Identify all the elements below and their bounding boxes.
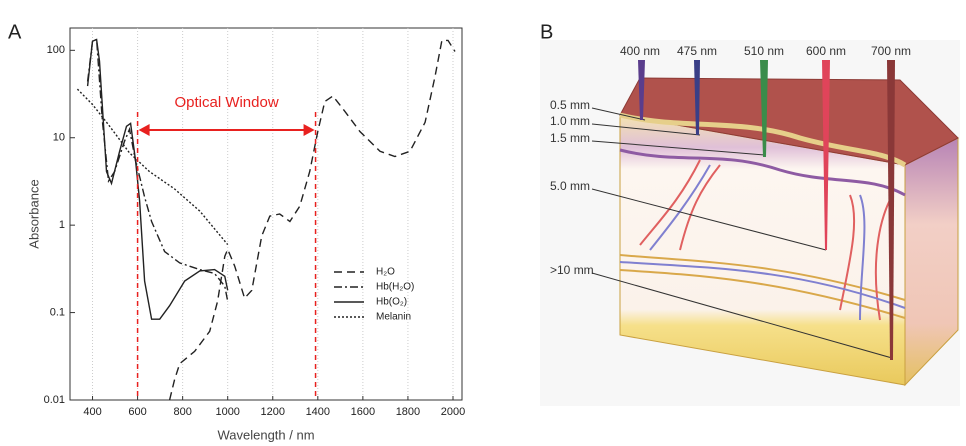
- dermis-line: [619, 148, 906, 197]
- arrow-head: [138, 124, 150, 136]
- wavelength-label: 600 nm: [806, 44, 846, 58]
- wavelength-label: 700 nm: [871, 44, 911, 58]
- y-tick-label: 1: [59, 219, 65, 231]
- y-tick-label: 0.1: [50, 306, 65, 318]
- y-tick-label: 10: [53, 132, 65, 144]
- depth-pointer: [591, 107, 646, 121]
- depth-pointer: [591, 123, 701, 136]
- panel-label: B: [540, 21, 553, 43]
- wavelength-label: 475 nm: [677, 44, 717, 58]
- series-line: [76, 88, 229, 246]
- x-tick-label: 400: [83, 406, 101, 418]
- epidermis: [619, 112, 907, 168]
- needle: [638, 60, 645, 120]
- depth-pointer: [591, 272, 893, 359]
- arrow-head: [303, 124, 315, 136]
- legend-label: H₂O: [376, 267, 395, 278]
- x-tick-label: 1800: [396, 406, 420, 418]
- series-line: [168, 39, 456, 401]
- skin-diagram: 400 nm 475 nm 510 nm 600 nm 700 nm 0.5 m…: [540, 40, 960, 406]
- x-axis-label: Wavelength / nm: [217, 427, 314, 442]
- depth-label: 0.5 mm: [550, 98, 590, 112]
- plot-frame: [69, 27, 463, 401]
- x-tick-label: 800: [173, 406, 191, 418]
- legend-label: Hb(O₂): [376, 297, 407, 308]
- legend-label: Hb(H₂O): [376, 282, 414, 293]
- wavelength-label: 510 nm: [744, 44, 784, 58]
- wavelength-label: 400 nm: [620, 44, 660, 58]
- depth-label: 5.0 mm: [550, 179, 590, 193]
- panel-label: A: [8, 21, 22, 43]
- needle: [822, 60, 830, 250]
- vessel: [639, 159, 891, 321]
- vessel: [619, 164, 906, 321]
- depth-label: 1.5 mm: [550, 131, 590, 145]
- needle: [887, 60, 895, 360]
- x-tick-label: 1600: [351, 406, 375, 418]
- annotation-text: Optical Window: [174, 94, 278, 111]
- x-tick-label: 1000: [215, 406, 239, 418]
- y-tick-label: 100: [47, 44, 65, 56]
- x-tick-label: 1400: [306, 406, 330, 418]
- fat-line: [619, 254, 906, 319]
- series-line: [86, 38, 229, 320]
- depth-pointer: [591, 188, 827, 251]
- legend-label: Melanin: [376, 312, 411, 323]
- x-tick-label: 1200: [261, 406, 285, 418]
- needle: [760, 60, 768, 157]
- x-tick-label: 2000: [441, 406, 465, 418]
- depth-label: >10 mm: [550, 263, 594, 277]
- depth-pointer: [591, 140, 766, 156]
- y-tick-label: 0.01: [44, 394, 65, 406]
- y-axis-label: Absorbance: [26, 179, 41, 248]
- depth-label: 1.0 mm: [550, 114, 590, 128]
- top-face: [619, 77, 959, 166]
- x-tick-label: 600: [128, 406, 146, 418]
- needle: [694, 60, 700, 135]
